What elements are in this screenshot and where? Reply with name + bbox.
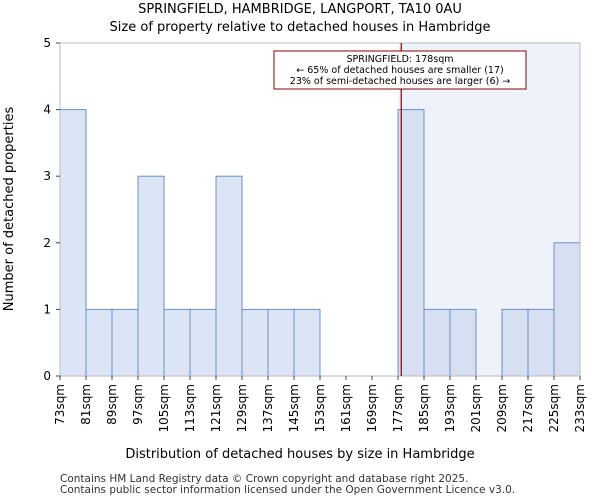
histogram-bar [449, 308, 477, 377]
histogram-bar [553, 242, 581, 377]
x-tick-label: 129sqm [235, 384, 249, 432]
y-tick-label: 3 [43, 169, 51, 183]
x-tick-label: 73sqm [53, 384, 67, 425]
x-tick-label: 153sqm [313, 384, 327, 432]
x-tick-label: 217sqm [521, 384, 535, 432]
y-tick-label: 1 [43, 302, 51, 316]
chart-subtitle: Size of property relative to detached ho… [110, 20, 491, 35]
annotation-line-1: SPRINGFIELD: 178sqm [346, 54, 453, 65]
histogram-bar [189, 308, 217, 377]
histogram-bar [267, 308, 295, 377]
x-tick-label: 185sqm [417, 384, 431, 432]
x-tick-label: 121sqm [209, 384, 223, 432]
x-axis-label: Distribution of detached houses by size … [125, 447, 474, 462]
x-tick-label: 89sqm [105, 384, 119, 425]
histogram-bar [137, 175, 165, 377]
histogram-bar [215, 175, 243, 377]
y-tick-label: 2 [43, 236, 51, 250]
x-tick-label: 145sqm [287, 384, 301, 432]
histogram-bar [85, 308, 113, 377]
histogram-bar [241, 308, 269, 377]
footer-line-1: Contains HM Land Registry data © Crown c… [60, 473, 469, 485]
histogram-bar [111, 308, 139, 377]
y-tick-label: 0 [43, 369, 51, 383]
y-tick-label: 5 [43, 36, 51, 50]
footer-line-2: Contains public sector information licen… [60, 484, 516, 496]
y-axis-label: Number of detached properties [2, 107, 17, 312]
annotation-line-3: 23% of semi-detached houses are larger (… [290, 76, 510, 87]
x-tick-label: 201sqm [469, 384, 483, 432]
x-tick-label: 161sqm [339, 384, 353, 432]
plot-area: 0 1 2 3 4 5 73sqm 81sqm 89sqm 97sqm 105sqm 113sqm 12… [43, 36, 587, 432]
y-tick-label: 4 [43, 103, 51, 117]
histogram-bar [59, 109, 87, 377]
x-tick-label: 137sqm [261, 384, 275, 432]
x-tick-label: 233sqm [573, 384, 587, 432]
x-tick-label: 97sqm [131, 384, 145, 425]
x-tick-label: 209sqm [495, 384, 509, 432]
x-tick-label: 81sqm [79, 384, 93, 425]
annotation-line-2: ← 65% of detached houses are smaller (17… [296, 65, 503, 76]
annotation-box [273, 50, 527, 90]
x-tick-label: 225sqm [547, 384, 561, 432]
histogram-bar [163, 308, 191, 377]
histogram-bar [293, 308, 321, 377]
histogram-bar [501, 308, 529, 377]
x-tick-label: 113sqm [183, 384, 197, 432]
x-tick-label: 193sqm [443, 384, 457, 432]
histogram-bar [423, 308, 451, 377]
histogram-bar [527, 308, 555, 377]
x-tick-label: 177sqm [391, 384, 405, 432]
x-tick-label: 105sqm [157, 384, 171, 432]
chart-title: SPRINGFIELD, HAMBRIDGE, LANGPORT, TA10 0… [138, 2, 462, 17]
x-tick-label: 169sqm [365, 384, 379, 432]
histogram-bar [397, 109, 425, 377]
